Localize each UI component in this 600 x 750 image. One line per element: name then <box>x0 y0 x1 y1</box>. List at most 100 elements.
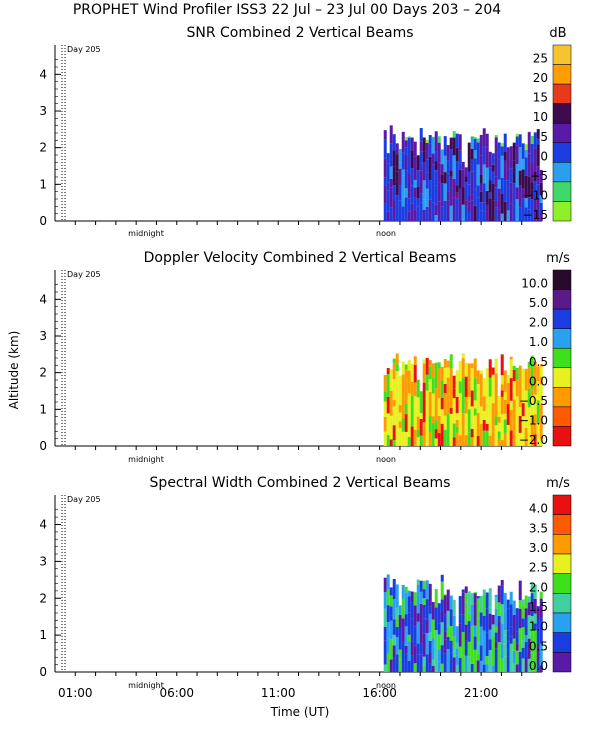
echo-cell <box>485 430 489 446</box>
echo-cell <box>518 207 522 221</box>
echo-cell <box>398 412 402 422</box>
echo-cell <box>491 665 495 672</box>
echo-cell <box>521 605 525 619</box>
echo-cell <box>437 415 441 434</box>
echo-cell <box>500 643 504 659</box>
echo-cell <box>422 359 426 364</box>
echo-cell <box>464 206 468 221</box>
echo-cell <box>443 639 447 654</box>
echo-cell <box>455 664 459 672</box>
echo-cell <box>416 595 420 614</box>
echo-cell <box>521 188 525 199</box>
echo-cell <box>473 415 477 439</box>
echo-cell <box>425 142 429 160</box>
echo-cell <box>392 166 396 186</box>
echo-cell <box>464 655 468 672</box>
echo-cell <box>476 164 480 186</box>
echo-cell <box>536 400 540 424</box>
scale-label: −5 <box>530 169 548 183</box>
echo-cell <box>482 589 486 595</box>
echo-cell <box>440 599 444 612</box>
echo-cell <box>389 595 393 607</box>
echo-cell <box>482 645 486 665</box>
echo-cell <box>452 615 456 637</box>
echo-cell <box>503 370 507 380</box>
scale-swatch <box>552 201 572 222</box>
echo-cell <box>452 636 456 648</box>
echo-cell <box>392 358 396 364</box>
echo-cell <box>434 170 438 186</box>
echo-cell <box>485 423 489 431</box>
echo-cell <box>488 359 492 378</box>
y-tick-label: 3 <box>39 104 47 118</box>
echo-cell <box>488 180 492 193</box>
echo-cell <box>479 174 483 184</box>
echo-cell <box>473 189 477 206</box>
echo-cell <box>428 378 432 393</box>
echo-cell <box>527 622 531 639</box>
echo-cell <box>509 146 513 169</box>
echo-cell <box>452 178 456 198</box>
x-tick-label: 16:00 <box>362 686 397 700</box>
echo-cell <box>482 396 486 412</box>
echo-cell <box>428 180 432 193</box>
scale-swatch <box>552 426 572 447</box>
echo-cell <box>419 603 423 624</box>
echo-cell <box>404 414 408 432</box>
echo-cell <box>398 382 402 406</box>
echo-cell <box>401 397 405 419</box>
echo-cell <box>419 428 423 436</box>
echo-cell <box>512 422 516 446</box>
x-axis-label: Time (UT) <box>270 705 330 719</box>
echo-cell <box>440 409 444 424</box>
echo-cell <box>512 365 516 370</box>
echo-cell <box>503 630 507 636</box>
echo-cell <box>440 611 444 623</box>
echo-cell <box>413 364 417 383</box>
echo-cell <box>434 438 438 446</box>
echo-cell <box>500 439 504 446</box>
echo-cell <box>506 641 510 657</box>
echo-cell <box>521 647 525 659</box>
echo-cell <box>416 198 420 207</box>
echo-cell <box>521 618 525 628</box>
echo-cell <box>386 163 390 183</box>
echo-cell <box>524 198 528 208</box>
echo-cell <box>467 363 471 383</box>
echo-cell <box>479 396 483 407</box>
main-title: PROPHET Wind Profiler ISS3 22 Jul – 23 J… <box>73 2 501 18</box>
echo-cell <box>476 185 480 198</box>
echo-cell <box>434 215 438 221</box>
echo-cell <box>536 199 540 221</box>
echo-cell <box>428 584 432 607</box>
echo-cell <box>524 618 528 636</box>
echo-cell <box>389 415 393 434</box>
echo-cell <box>512 142 516 161</box>
echo-cell <box>452 131 456 138</box>
echo-cell <box>524 595 528 609</box>
echo-cell <box>536 627 540 644</box>
echo-cell <box>530 388 534 397</box>
echo-cell <box>509 356 513 360</box>
scale-label: 25 <box>533 52 548 66</box>
echo-cell <box>458 188 462 202</box>
echo-cell <box>461 413 465 425</box>
echo-cell <box>455 370 459 378</box>
scale-unit-snr: dB <box>549 26 566 41</box>
echo-cell <box>488 151 492 168</box>
echo-cell <box>434 369 438 389</box>
echo-cell <box>410 168 414 186</box>
echo-cell <box>515 650 519 665</box>
echo-cell <box>410 203 414 221</box>
echo-cell <box>398 649 402 660</box>
echo-cell <box>407 211 411 221</box>
echo-cell <box>509 359 513 379</box>
echo-cell <box>392 619 396 635</box>
echo-cell <box>404 154 408 171</box>
echo-cell <box>389 620 393 640</box>
echo-cell <box>425 413 429 430</box>
echo-cell <box>494 176 498 188</box>
echo-cell <box>395 618 399 627</box>
echo-cell <box>485 656 489 665</box>
echo-cell <box>539 416 543 440</box>
